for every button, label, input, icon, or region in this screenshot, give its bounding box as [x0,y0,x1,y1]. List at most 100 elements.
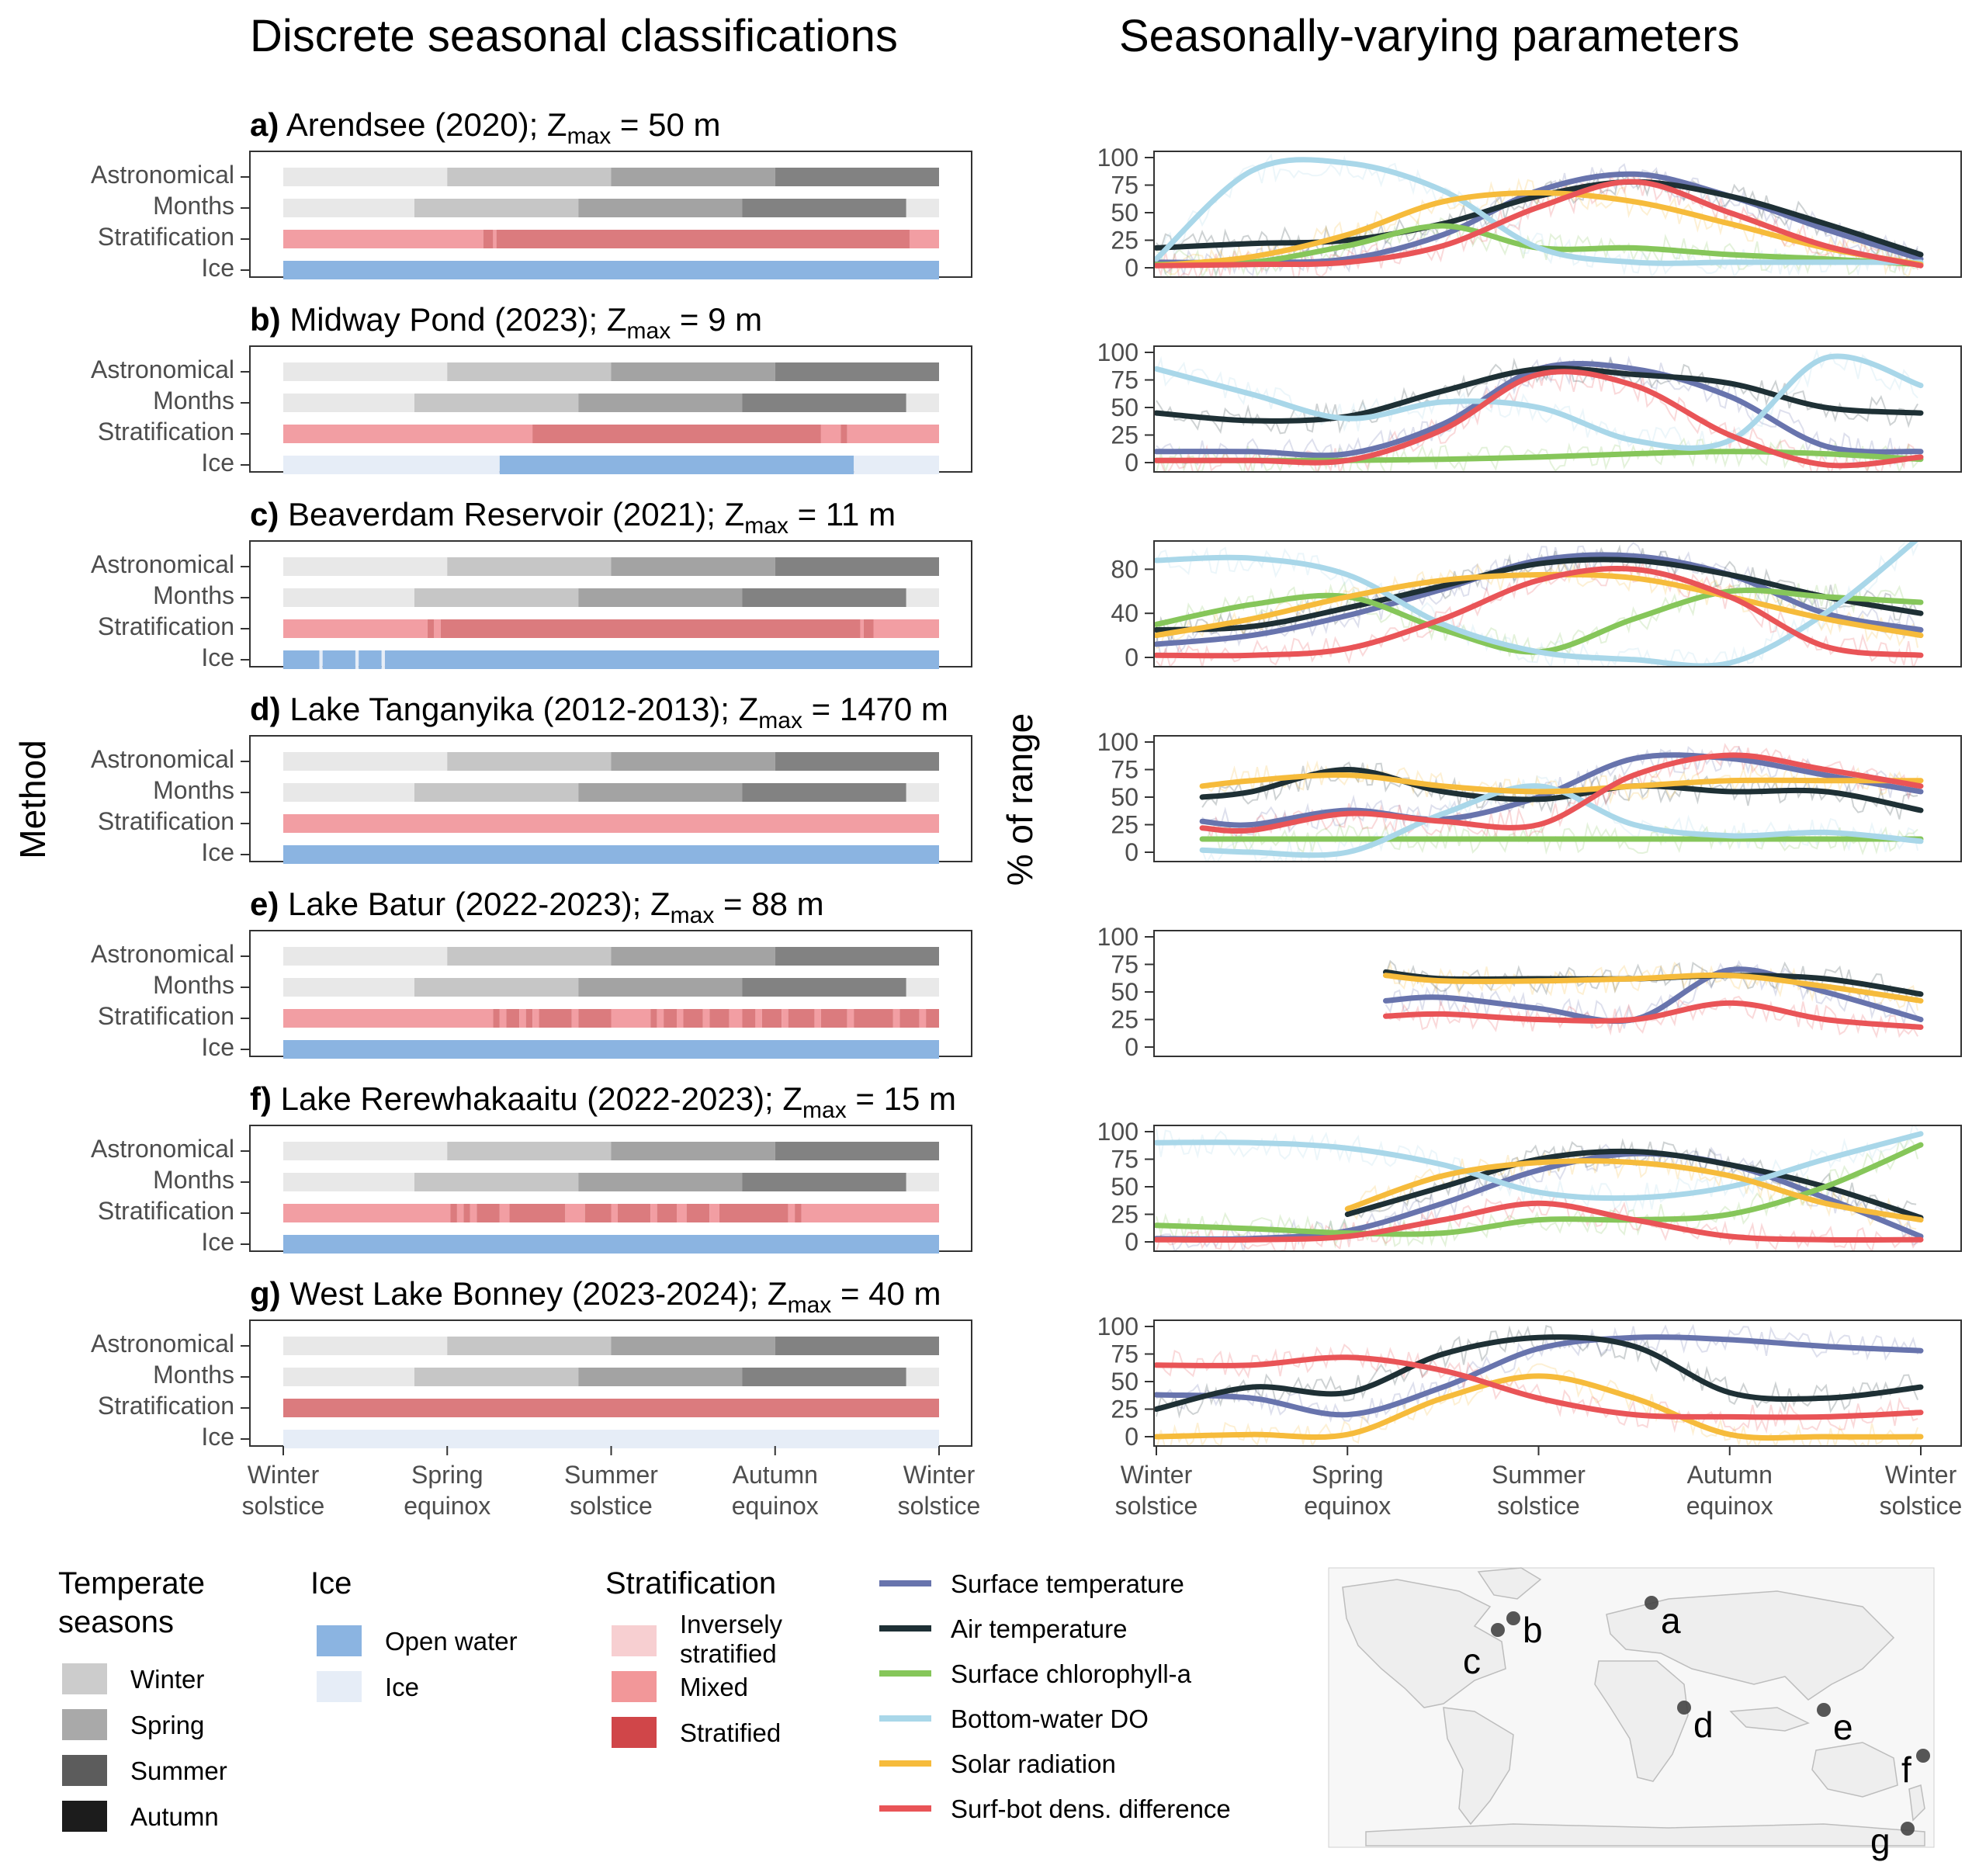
astronomical-autumn-bar [775,168,939,186]
series-group [1155,542,1924,666]
y-tick-label: 0 [1125,838,1139,866]
panel-lake-name: West Lake Bonney (2023-2024); Z [281,1275,788,1312]
panel-title: a) Arendsee (2020); Zmax = 50 m [250,106,721,149]
stratification-mixed-bar [820,425,841,443]
series-line-bottom_do [1199,783,1924,858]
panel-lake-name: Lake Rerewhakaaitu (2022-2023); Z [272,1080,802,1117]
months-spring-bar [414,394,579,412]
right-x-tick-label: equinox [1304,1492,1391,1520]
y-tick-label: 100 [1097,144,1139,172]
y-tick-label: 50 [1111,1173,1139,1201]
stratification-mixed-bar [499,1204,510,1222]
y-tick-label: 25 [1111,227,1139,255]
legend-label-season: Spring [130,1711,204,1739]
raw-trace [1385,995,1918,1039]
stratification-mixed-bar [283,619,428,638]
series-line-air_temperature [1155,179,1924,258]
panel-g: g) West Lake Bonney (2023-2024); Zmax = … [91,1275,1962,1451]
method-label: Astronomical [91,355,234,383]
months-summer-bar [578,1368,743,1386]
series-group [1155,153,1924,276]
legend-label-series: Surface chlorophyll-a [951,1659,1192,1688]
left-x-tick-label: Winter [903,1461,976,1489]
stratification-mixed-bar [702,1009,710,1028]
stratification-mixed-bar [847,1009,854,1028]
legend-swatch-ice [317,1625,362,1656]
y-tick-label: 100 [1097,1313,1139,1340]
series-line-solar [1155,571,1924,639]
y-tick-label: 75 [1111,756,1139,784]
y-tick-label: 50 [1111,783,1139,811]
months-spring-bar [414,1368,579,1386]
map-site-label: b [1523,1610,1543,1650]
panel-a: a) Arendsee (2020); Zmax = 50 m Astronomi… [91,106,1962,282]
map-site-label: d [1693,1704,1714,1745]
ice-open_water-bar [499,456,854,474]
right-column-title: Seasonally-varying parameters [1119,11,1739,61]
stratification-stratified-bar [427,619,435,638]
stratification-mixed-bar [611,1009,651,1028]
zmax-subscript: max [627,318,671,344]
y-tick-label: 50 [1111,978,1139,1006]
zmax-subscript: max [744,513,788,539]
months-winter-bar [283,1368,414,1386]
ice-ice-bar [283,1430,939,1448]
legend-title-temperate: seasons [58,1605,174,1639]
right-x-tick-label: Winter [1121,1461,1193,1489]
stratification-mixed-bar [909,230,939,248]
zmax-value: = 88 m [714,886,823,922]
months-winter-bar [283,783,414,802]
stratification-stratified-bar [840,425,847,443]
map-landmass [1365,1823,1925,1847]
ice-ice-bar [381,650,385,669]
panel-letter: g) [250,1275,281,1312]
stratification-stratified-bar [899,1009,920,1028]
ice-open_water-bar [283,845,939,864]
stratification-stratified-bar [477,1204,500,1222]
series-line-air_temperature [1155,365,1924,424]
map-site-marker [1916,1749,1930,1763]
map-site-label: g [1870,1821,1891,1861]
stratification-mixed-bar [283,425,533,443]
zmax-value: = 15 m [847,1080,956,1117]
stratification-stratified-bar [463,1204,470,1222]
months-month_winter-bar [906,199,939,217]
ice-open_water-bar [283,1235,939,1254]
stratification-mixed-bar [565,1204,585,1222]
method-label: Ice [201,643,234,671]
method-label: Months [153,387,234,414]
stratification-stratified-bar [686,1204,710,1222]
stratification-stratified-bar [788,1009,815,1028]
astronomical-spring-bar [447,168,612,186]
stratification-mixed-bar [657,1009,664,1028]
legend-label-series: Surface temperature [951,1569,1184,1598]
series-group [1199,743,1924,861]
stratification-stratified-bar [525,1009,533,1028]
left-x-tick-label: Autumn [733,1461,818,1489]
legend-swatch-stratification [612,1625,657,1656]
method-label: Stratification [98,1002,234,1030]
stratification-stratified-bar [532,425,821,443]
method-label: Ice [201,254,234,282]
left-x-tick-label: solstice [898,1492,981,1520]
y-tick-label: 75 [1111,366,1139,394]
series-line-solar [1383,972,1924,1004]
right-x-tick-label: Spring [1312,1461,1384,1489]
panel-title: e) Lake Batur (2022-2023); Zmax = 88 m [250,886,824,928]
x-axes: Winter solstice Spring equinox Summer solstic… [242,1446,1962,1520]
ice-open_water-bar [283,650,320,669]
left-x-tick-label: Winter [248,1461,320,1489]
astronomical-winter-bar [283,1142,448,1160]
map-site-marker [1677,1701,1691,1715]
method-label: Stratification [98,418,234,446]
months-spring-bar [414,588,579,607]
ice-open_water-bar [322,650,355,669]
stratification-mixed-bar [532,1009,539,1028]
method-label: Stratification [98,1197,234,1225]
stratification-stratified-bar [493,1009,500,1028]
legend-label-season: Autumn [130,1802,219,1831]
series-line-solar [1155,189,1924,269]
left-x-tick-label: Spring [411,1461,483,1489]
astronomical-summer-bar [611,1142,775,1160]
legend-label-stratification: Mixed [680,1673,748,1701]
